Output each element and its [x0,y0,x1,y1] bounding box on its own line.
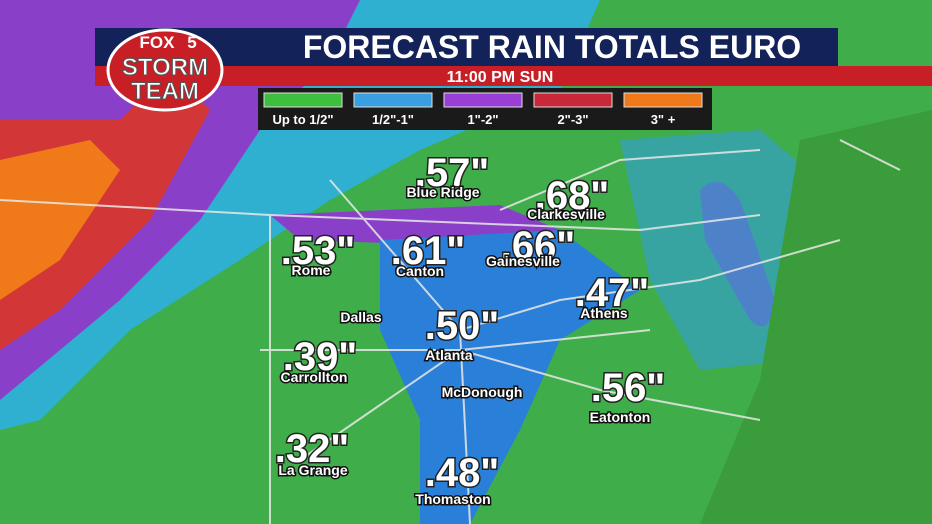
city-name: La Grange [278,462,347,478]
legend-swatch [443,92,523,108]
city-name: Thomaston [415,491,490,507]
cities: .57"Blue Ridge .68"Clarkesville .53"Rome .6… [273,150,667,509]
logo-badge [106,28,224,112]
legend-swatch [623,92,703,108]
rain-total: .48" [425,451,500,495]
legend-swatch [263,92,343,108]
city-name: Canton [396,263,444,279]
legend-label: Up to 1/2" [272,112,333,127]
rain-area [380,230,640,524]
legend-label: 3" + [651,112,676,127]
city-name: Atlanta [425,347,473,363]
rain-total: .32" [275,427,350,471]
logo-text: STORM [122,54,208,81]
rain-total: .50" [425,304,500,348]
rain-area [0,70,210,350]
rain-total: .68" [535,174,610,218]
time: 11:00 PM SUN [447,69,554,86]
logo: FOX 5 STORM TEAM [106,28,224,112]
rain-total: .53" [281,229,356,273]
city-name: Blue Ridge [406,184,479,200]
city-name: Gainesville [486,253,560,269]
rain-total: .66" [501,224,576,268]
legend-label: 2"-3" [557,112,588,127]
legend-swatch [533,92,613,108]
legend-label: 1/2"-1" [372,112,414,127]
rain-area [0,140,120,300]
rain-area [620,130,820,370]
roads [0,139,901,524]
city-name: Eatonton [590,409,651,425]
legend-swatch [353,92,433,108]
rain-total: .47" [575,271,650,315]
city-name: McDonough [442,384,523,400]
logo-text: 5 [187,33,196,52]
logo-text: FOX [140,33,176,52]
legend: Up to 1/2" 1/2"-1" 1"-2" 2"-3" 3" + [263,92,703,127]
rain-total: .57" [415,151,490,195]
city-name: Dallas [340,309,381,325]
time-bar [95,66,932,86]
city-name: Rome [292,262,331,278]
city-name: Clarkesville [527,206,605,222]
legend-label: 1"-2" [467,112,498,127]
city-name: Athens [580,305,628,321]
rain-total: .39" [283,335,358,379]
title: FORECAST RAIN TOTALS EURO [303,29,801,65]
rain-total: .61" [391,229,466,273]
rain-total: .56" [591,366,666,410]
city-name: Carrollton [281,369,348,385]
logo-text: TEAM [131,78,199,105]
